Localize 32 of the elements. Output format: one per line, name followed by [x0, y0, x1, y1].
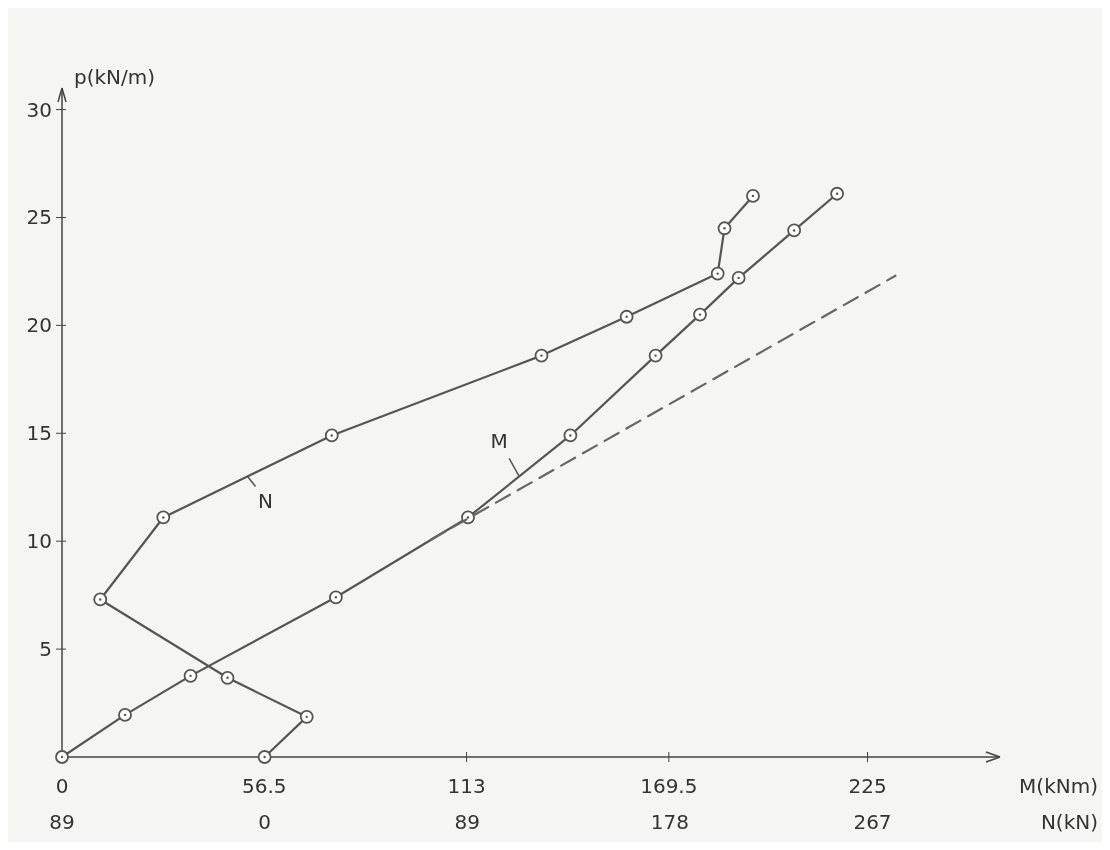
- x-tick-label: 0: [55, 774, 69, 798]
- point: [118, 708, 132, 722]
- x2-tick-label: 89: [49, 810, 75, 834]
- y-tick-label: 15: [26, 421, 52, 446]
- x2-tick-label: 267: [853, 810, 892, 834]
- y-tick-label: 20: [26, 313, 52, 338]
- x2-axis-title: N(kN): [1040, 810, 1098, 834]
- point: [328, 590, 343, 605]
- y-tick-label: 30: [26, 97, 52, 122]
- point: [731, 271, 746, 285]
- x-axis-title: M(kNm): [1019, 774, 1098, 798]
- point: [563, 428, 578, 443]
- series-label: M: [490, 429, 508, 454]
- x2-tick-label: 0: [258, 810, 271, 834]
- x2-tick-label: 89: [454, 810, 480, 834]
- x2-tick-label: 178: [650, 810, 689, 834]
- y-axis-title: p(kN/m): [74, 65, 156, 89]
- point: [648, 348, 663, 363]
- y-tick-label: 25: [26, 205, 52, 230]
- point: [183, 668, 198, 683]
- x-tick-label: 169.5: [640, 774, 698, 798]
- x-tick-label: 225: [848, 774, 887, 798]
- point: [55, 750, 69, 764]
- x-tick-label: 113: [447, 774, 486, 798]
- point: [787, 223, 802, 238]
- x-tick-label: 56.5: [242, 774, 287, 798]
- point: [830, 186, 844, 201]
- legend-label: N: [258, 489, 274, 514]
- point: [461, 510, 475, 525]
- point: [693, 307, 707, 322]
- y-tick-label: 10: [26, 529, 52, 554]
- y-tick-label: 5: [39, 637, 52, 662]
